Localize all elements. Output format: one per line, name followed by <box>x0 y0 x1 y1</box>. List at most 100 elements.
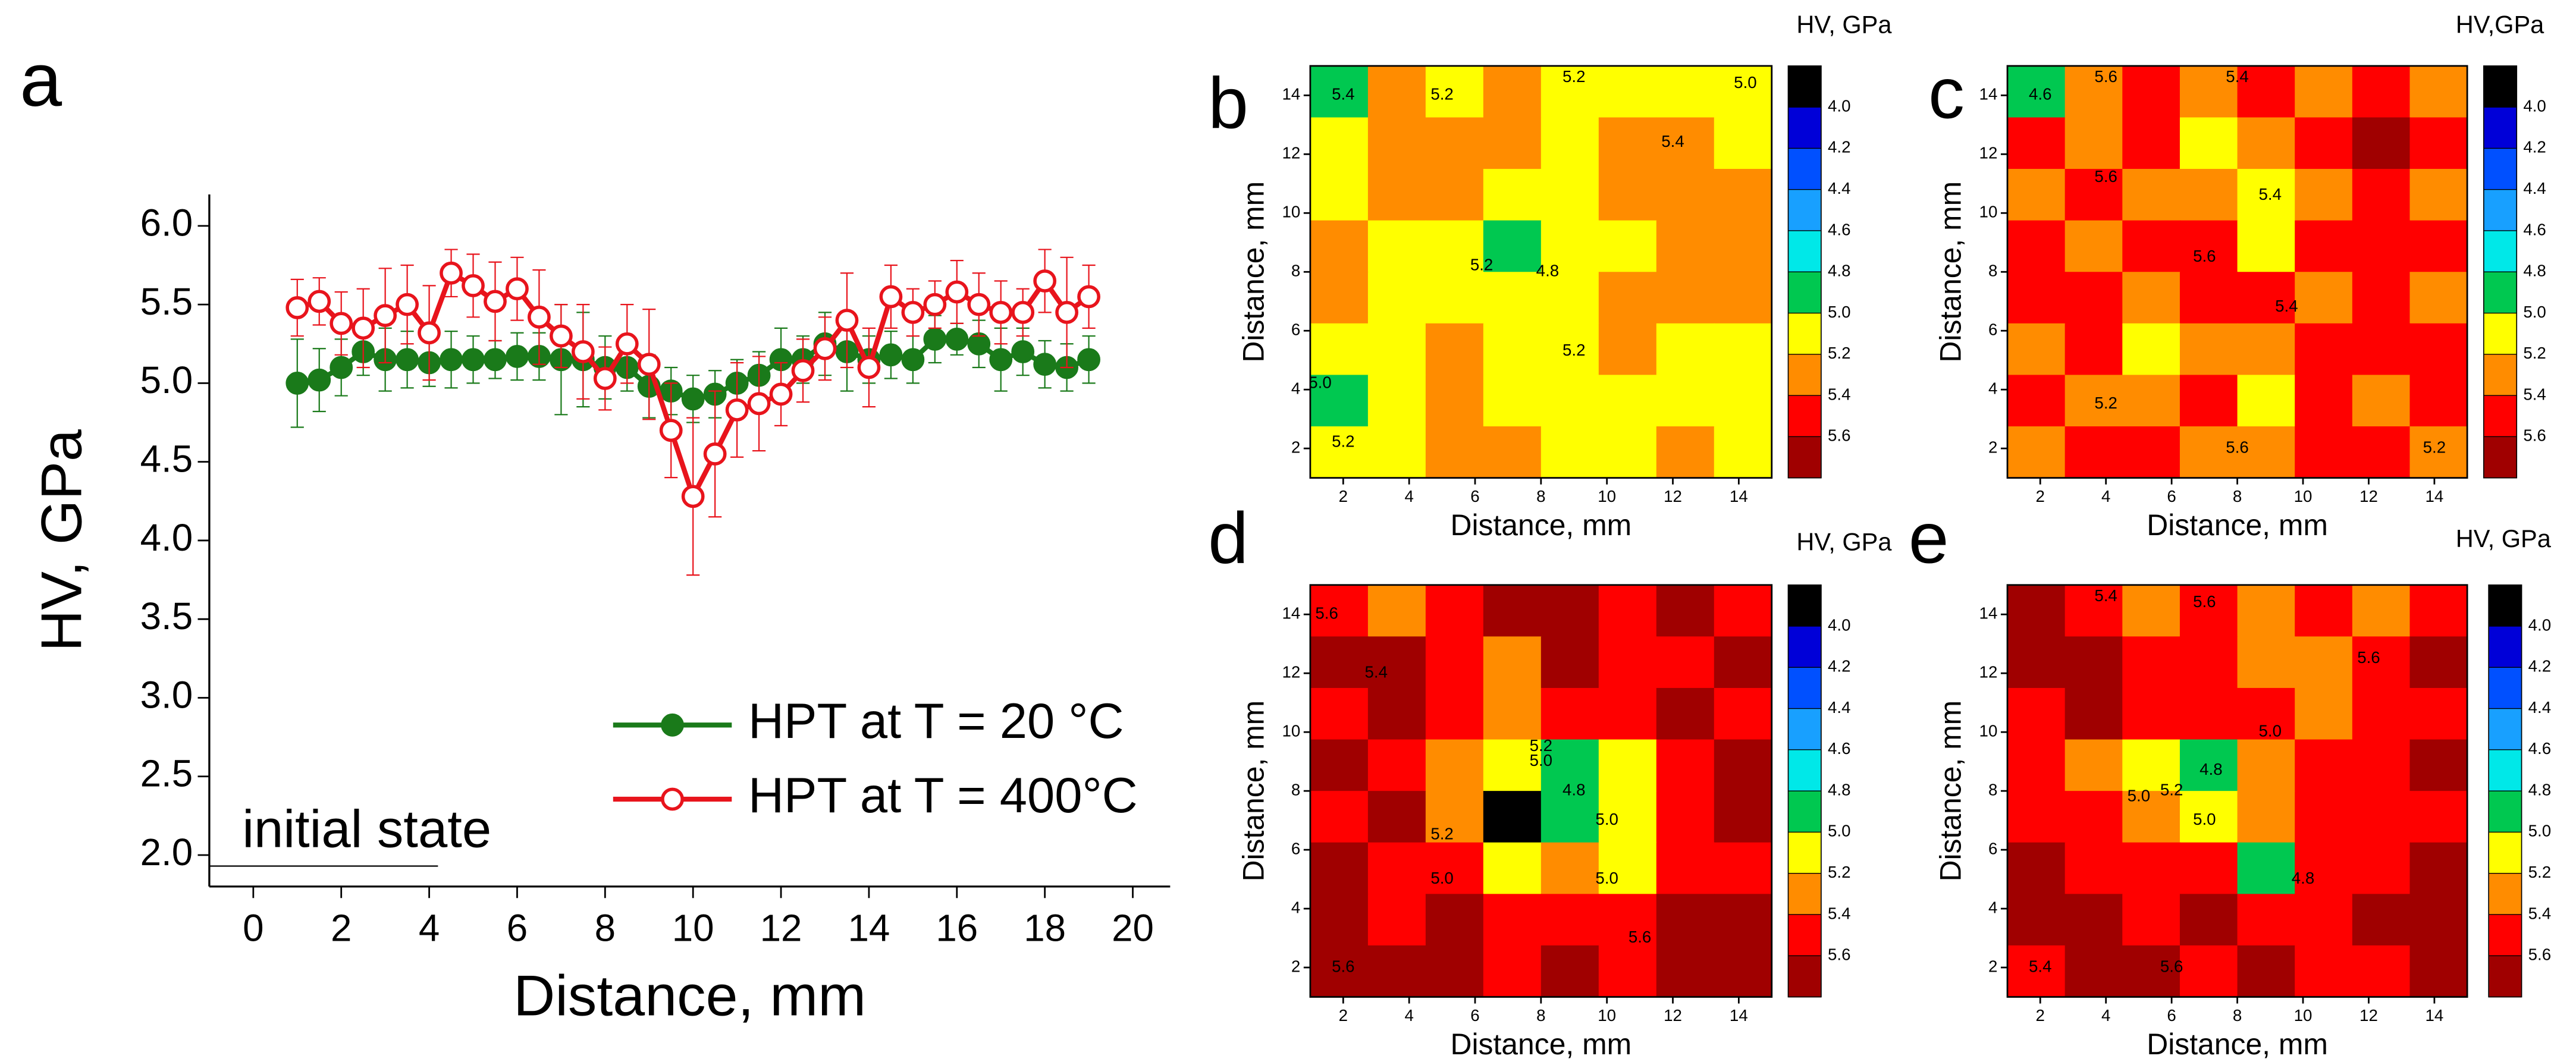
x-tick-label: 2 <box>2036 487 2045 505</box>
contour-cell <box>1714 117 1772 170</box>
contour-cell <box>1714 375 1772 428</box>
contour-cell <box>1425 323 1484 376</box>
contour-cell <box>2007 272 2066 324</box>
contour-cell <box>1483 426 1542 479</box>
contour-cell <box>1425 375 1484 428</box>
x-axis-label: Distance, mm <box>1450 1028 1631 1061</box>
x-tick-label: 10 <box>2294 1006 2313 1025</box>
y-tick-label: 10 <box>1979 203 1998 221</box>
contour-cell <box>2179 117 2238 170</box>
contour-label: 5.6 <box>1315 604 1338 623</box>
contour-cell <box>2122 65 2181 118</box>
contour-cell <box>2295 945 2353 998</box>
contour-cell <box>2295 272 2353 324</box>
contour-cell <box>1714 791 1772 843</box>
colorbar-label: 4.4 <box>1828 698 1851 717</box>
data-point <box>308 290 331 313</box>
contour-cell <box>2352 894 2411 947</box>
colorbar-band <box>1788 914 1821 957</box>
contour-cell <box>1598 585 1657 637</box>
data-point <box>308 368 331 392</box>
y-tick-label: 6 <box>1291 839 1300 857</box>
data-point <box>528 305 551 329</box>
contour-label: 5.2 <box>2160 780 2183 799</box>
panel-label: c <box>1928 52 1965 133</box>
contour-cell <box>2122 426 2181 479</box>
x-tick-label: 20 <box>1112 907 1154 950</box>
colorbar-label: 4.0 <box>1828 96 1851 115</box>
x-tick-label: 14 <box>1730 487 1748 505</box>
colorbar-band <box>1788 395 1821 438</box>
data-point <box>791 359 815 382</box>
contour-label: 5.0 <box>1530 751 1553 769</box>
contour-cell <box>2179 272 2238 324</box>
x-tick-label: 14 <box>2425 487 2443 505</box>
contour-cell <box>1425 426 1484 479</box>
contour-cell <box>2237 945 2296 998</box>
contour-cell <box>1540 272 1599 324</box>
colorbar-band <box>2483 354 2517 396</box>
contour-cell <box>1540 585 1599 637</box>
y-tick-label: 8 <box>1291 780 1300 799</box>
contour-cell <box>2179 65 2238 118</box>
contour-cell <box>2122 169 2181 221</box>
data-point <box>571 340 595 363</box>
contour-cell <box>1310 739 1369 792</box>
contour-cell <box>1714 323 1772 376</box>
contour-label: 4.8 <box>2200 760 2223 778</box>
contour-cell <box>1367 117 1426 170</box>
y-axis-label: Distance, mm <box>1237 181 1270 363</box>
contour-label: 5.0 <box>1430 869 1454 887</box>
colorbar-label: 4.0 <box>2523 96 2546 115</box>
y-axis-label: Distance, mm <box>1237 700 1270 882</box>
contour-cell <box>2295 585 2353 637</box>
x-tick-label: 8 <box>1536 487 1545 505</box>
contour-cell <box>1310 323 1369 376</box>
contour-cell <box>2237 426 2296 479</box>
contour-cell <box>1425 791 1484 843</box>
legend-marker <box>661 787 684 811</box>
contour-cell <box>1656 220 1715 273</box>
contour-cell <box>2352 117 2411 170</box>
contour-cell <box>1598 791 1657 843</box>
contour-cell <box>1425 117 1484 170</box>
y-axis-label: HV, GPa <box>29 429 93 652</box>
contour-cell <box>2122 220 2181 273</box>
colorbar-label: 4.6 <box>1828 739 1851 758</box>
contour-cell <box>1656 945 1715 998</box>
data-point <box>835 309 859 332</box>
contour-label: 5.2 <box>1562 341 1586 359</box>
colorbar-label: 4.0 <box>1828 615 1851 634</box>
data-point <box>285 296 309 319</box>
contour-cell <box>2352 687 2411 740</box>
data-point <box>506 277 529 301</box>
contour-cell <box>2064 739 2123 792</box>
x-tick-label: 6 <box>1470 1006 1479 1025</box>
contour-cell <box>2007 842 2066 895</box>
y-tick-label: 4 <box>1988 379 1997 397</box>
contour-cell <box>2179 739 2238 792</box>
contour-cell <box>2409 375 2468 428</box>
contour-cell <box>1656 687 1715 740</box>
y-tick-label: 2.5 <box>140 752 193 795</box>
contour-cell <box>2352 791 2411 843</box>
data-point <box>352 316 375 340</box>
contour-cell <box>1483 272 1542 324</box>
contour-cell <box>2409 585 2468 637</box>
contour-cell <box>2179 791 2238 843</box>
contour-cell <box>2007 323 2066 376</box>
data-point <box>549 324 573 348</box>
contour-cell <box>1598 636 1657 689</box>
x-tick-label: 10 <box>1598 487 1616 505</box>
contour-cell <box>2409 323 2468 376</box>
contour-cell <box>2352 169 2411 221</box>
contour-label: 5.6 <box>2160 957 2183 975</box>
data-point <box>330 356 353 379</box>
y-tick-label: 4 <box>1291 379 1300 397</box>
contour-cell <box>2237 739 2296 792</box>
contour-cell <box>1425 945 1484 998</box>
data-point <box>1011 300 1035 324</box>
contour-cell <box>1540 791 1599 843</box>
y-tick-label: 6 <box>1988 321 1997 339</box>
x-tick-label: 14 <box>1730 1006 1748 1025</box>
